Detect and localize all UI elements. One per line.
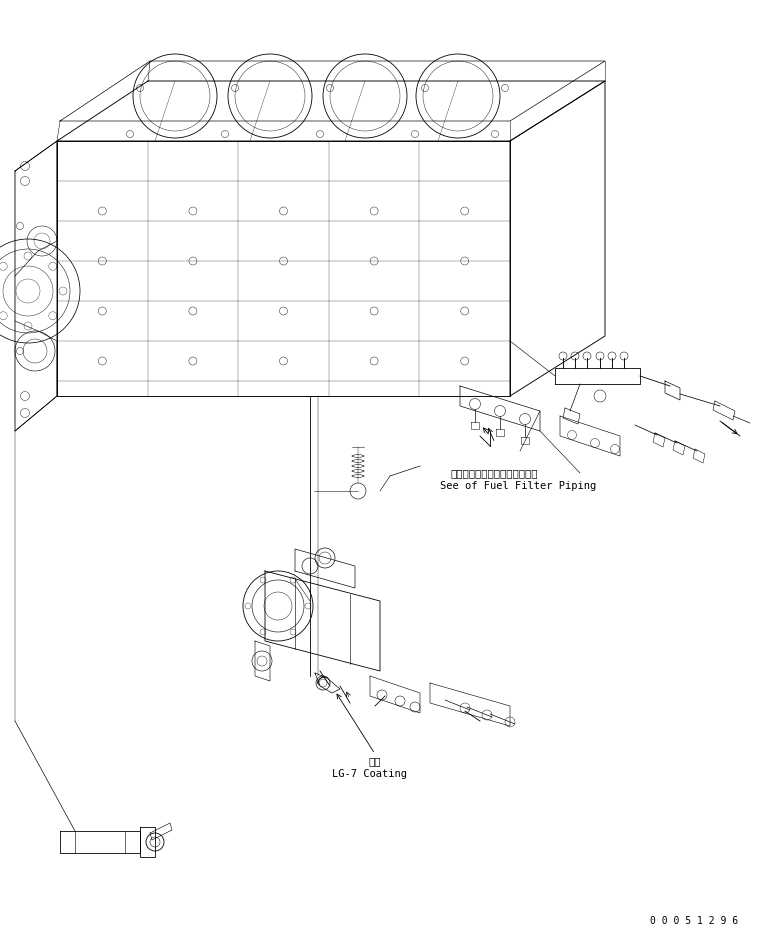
Text: LG-7 Coating: LG-7 Coating (332, 769, 408, 779)
Text: フェルフィルタバイピング参照: フェルフィルタバイピング参照 (450, 468, 537, 478)
Text: 塗布: 塗布 (369, 756, 381, 766)
Text: See of Fuel Filter Piping: See of Fuel Filter Piping (440, 481, 597, 491)
Text: 0 0 0 5 1 2 9 6: 0 0 0 5 1 2 9 6 (650, 916, 738, 926)
